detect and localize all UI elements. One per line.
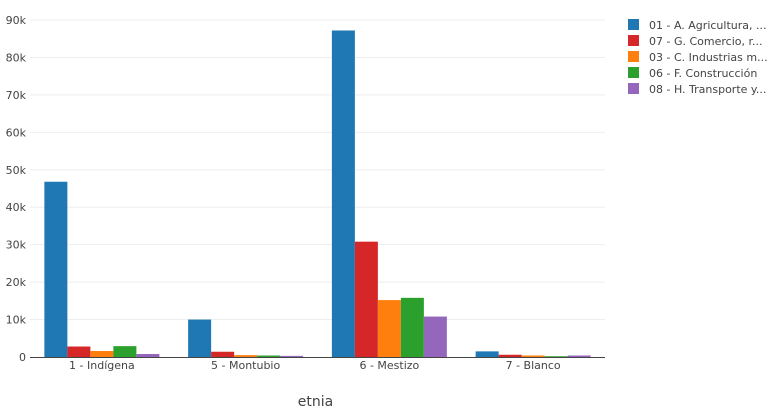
bar	[280, 355, 304, 357]
legend-item[interactable]: 07 - G. Comercio, r...	[628, 35, 762, 48]
y-tick-label: 20k	[6, 276, 27, 289]
bar	[257, 355, 281, 357]
bar	[67, 346, 91, 357]
legend-label: 07 - G. Comercio, r...	[649, 35, 762, 48]
legend-label: 08 - H. Transporte y...	[649, 83, 766, 96]
gridlines	[30, 19, 605, 321]
y-tick-label: 70k	[6, 89, 27, 102]
y-tick-label: 50k	[6, 164, 27, 177]
bar	[331, 30, 355, 358]
bar	[544, 356, 568, 357]
legend-item[interactable]: 08 - H. Transporte y...	[628, 83, 766, 96]
bar	[90, 351, 114, 357]
legend-item[interactable]: 03 - C. Industrias m...	[628, 51, 768, 64]
bar	[136, 354, 160, 357]
bar	[377, 300, 401, 357]
legend-swatch	[628, 35, 639, 46]
bar	[567, 355, 591, 357]
x-axis-title: etnia	[298, 394, 333, 410]
y-tick-label: 60k	[6, 126, 27, 139]
bar	[188, 319, 212, 357]
bar	[400, 297, 424, 357]
legend-item[interactable]: 01 - A. Agricultura, ...	[628, 19, 766, 32]
x-tick-label: 5 - Montubio	[211, 359, 280, 372]
x-axis-ticks: 1 - Indígena 5 - Montubio 6 - Mestizo 7 - B…	[69, 359, 561, 372]
y-tick-label: 80k	[6, 51, 27, 64]
legend-label: 03 - C. Industrias m...	[649, 51, 768, 64]
bar	[113, 346, 137, 357]
bar	[234, 355, 258, 357]
y-tick-label: 0	[19, 351, 26, 364]
bar	[211, 351, 235, 357]
x-tick-label: 6 - Mestizo	[359, 359, 419, 372]
bar	[44, 181, 68, 357]
bar	[498, 354, 522, 357]
bar	[423, 316, 447, 357]
bar	[521, 355, 545, 357]
legend-swatch	[628, 83, 639, 94]
legend: 01 - A. Agricultura, ... 07 - G. Comercio…	[628, 19, 768, 96]
y-tick-label: 40k	[6, 201, 27, 214]
legend-label: 06 - F. Construcción	[649, 67, 757, 80]
legend-label: 01 - A. Agricultura, ...	[649, 19, 766, 32]
legend-swatch	[628, 19, 639, 30]
legend-swatch	[628, 51, 639, 62]
legend-item[interactable]: 06 - F. Construcción	[628, 67, 757, 80]
x-tick-label: 1 - Indígena	[69, 359, 135, 372]
bars	[44, 30, 591, 358]
y-tick-label: 30k	[6, 239, 27, 252]
x-tick-label: 7 - Blanco	[506, 359, 561, 372]
y-tick-label: 90k	[6, 14, 27, 27]
y-axis-ticks: 0 10k 20k 30k 40k 50k 60k 70k 80k 90k	[6, 14, 27, 364]
y-tick-label: 10k	[6, 314, 27, 327]
bar	[475, 351, 499, 357]
bar	[354, 241, 378, 357]
legend-swatch	[628, 67, 639, 78]
